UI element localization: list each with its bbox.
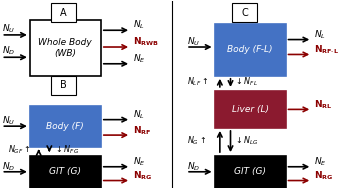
Text: $N_{GF}\uparrow$: $N_{GF}\uparrow$ — [8, 143, 30, 156]
Text: Liver (L): Liver (L) — [232, 105, 268, 114]
Text: Whole Body
(WB): Whole Body (WB) — [38, 38, 92, 58]
Text: $N_D$: $N_D$ — [187, 160, 200, 173]
Text: $N_E$: $N_E$ — [133, 156, 146, 168]
FancyBboxPatch shape — [51, 76, 76, 94]
Text: $N_L$: $N_L$ — [133, 19, 145, 32]
Text: $\mathbf{N_{RF}}$: $\mathbf{N_{RF}}$ — [133, 124, 151, 136]
FancyBboxPatch shape — [232, 3, 257, 22]
Text: Body (F): Body (F) — [47, 122, 84, 131]
Text: $N_D$: $N_D$ — [2, 160, 15, 173]
FancyBboxPatch shape — [30, 156, 101, 188]
Text: $\mathbf{N_{RG}}$: $\mathbf{N_{RG}}$ — [314, 169, 333, 182]
Text: GIT (G): GIT (G) — [49, 167, 81, 176]
Text: A: A — [60, 8, 67, 18]
Text: GIT (G): GIT (G) — [234, 167, 266, 176]
Text: $N_U$: $N_U$ — [2, 22, 15, 35]
FancyBboxPatch shape — [30, 20, 101, 76]
FancyBboxPatch shape — [214, 24, 286, 76]
Text: $\mathbf{N_{RF\text{-}L}}$: $\mathbf{N_{RF\text{-}L}}$ — [314, 43, 339, 56]
Text: $N_L$: $N_L$ — [314, 28, 326, 41]
Text: $\mathbf{N_{RG}}$: $\mathbf{N_{RG}}$ — [133, 169, 152, 182]
FancyBboxPatch shape — [30, 106, 101, 147]
Text: $N_D$: $N_D$ — [2, 44, 15, 57]
Text: Body (F-L): Body (F-L) — [227, 45, 273, 54]
Text: $\downarrow N_{LG}$: $\downarrow N_{LG}$ — [234, 134, 259, 147]
FancyBboxPatch shape — [214, 156, 286, 188]
Text: C: C — [241, 8, 248, 18]
FancyBboxPatch shape — [51, 3, 76, 22]
Text: $N_E$: $N_E$ — [314, 156, 327, 168]
Text: $N_{G}\uparrow$: $N_{G}\uparrow$ — [187, 134, 206, 147]
Text: $N_L$: $N_L$ — [133, 108, 145, 121]
Text: $N_U$: $N_U$ — [2, 115, 15, 127]
Text: $N_{LF}\uparrow$: $N_{LF}\uparrow$ — [187, 76, 208, 88]
Text: $\downarrow N_{FG}$: $\downarrow N_{FG}$ — [54, 143, 79, 156]
Text: $\mathbf{N_{RWB}}$: $\mathbf{N_{RWB}}$ — [133, 36, 159, 48]
Text: $\mathbf{N_{RL}}$: $\mathbf{N_{RL}}$ — [314, 98, 332, 111]
Text: B: B — [60, 80, 67, 90]
Text: $N_E$: $N_E$ — [133, 53, 146, 65]
Text: $N_U$: $N_U$ — [187, 36, 200, 48]
FancyBboxPatch shape — [214, 91, 286, 128]
Text: $\downarrow N_{FL}$: $\downarrow N_{FL}$ — [234, 76, 258, 88]
